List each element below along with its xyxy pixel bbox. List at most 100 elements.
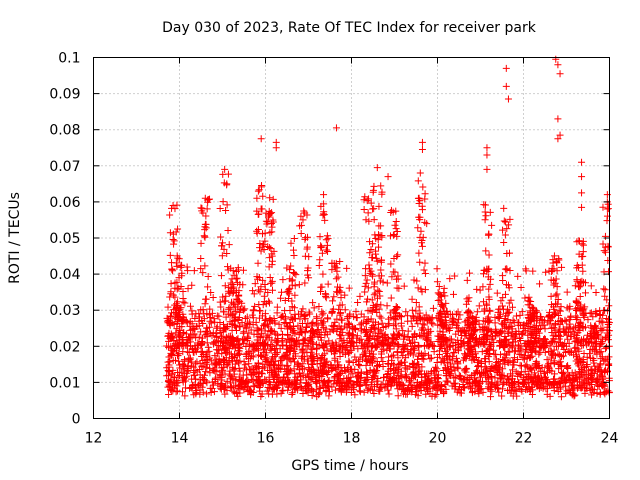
data-point <box>224 226 232 234</box>
data-point <box>573 238 581 246</box>
data-point <box>278 376 286 384</box>
data-point <box>572 335 580 343</box>
data-point <box>559 325 567 333</box>
data-point <box>426 378 434 386</box>
data-point <box>510 379 518 387</box>
data-point <box>202 351 210 359</box>
data-point <box>378 233 386 241</box>
data-point <box>175 333 183 341</box>
data-point <box>249 314 257 322</box>
data-point <box>345 321 353 329</box>
data-point <box>238 382 246 390</box>
data-point <box>394 251 402 259</box>
data-point <box>577 318 585 326</box>
data-point <box>471 388 479 396</box>
data-point <box>434 386 442 394</box>
data-point <box>374 381 382 389</box>
data-point <box>196 376 204 384</box>
data-point <box>552 291 560 299</box>
y-tick-label: 0.02 <box>49 339 80 355</box>
data-point <box>418 326 426 334</box>
data-point <box>499 277 507 285</box>
data-point <box>583 353 591 361</box>
data-point <box>414 194 422 202</box>
data-point <box>557 374 565 382</box>
data-point <box>487 393 495 401</box>
data-point <box>362 320 370 328</box>
data-point <box>370 205 378 213</box>
data-point <box>222 206 230 214</box>
data-point <box>394 392 402 400</box>
data-point <box>325 388 333 396</box>
data-point <box>455 371 463 379</box>
data-point <box>396 359 404 367</box>
data-point <box>363 318 371 326</box>
data-point <box>466 375 474 383</box>
data-point <box>311 330 319 338</box>
data-point <box>387 340 395 348</box>
axis-ticks <box>93 57 610 419</box>
data-point <box>289 389 297 397</box>
data-point <box>373 164 381 172</box>
data-point <box>459 356 467 364</box>
data-point <box>592 289 600 297</box>
data-point <box>578 342 586 350</box>
data-point <box>239 329 247 337</box>
data-point <box>586 354 594 362</box>
data-point <box>336 301 344 309</box>
data-point <box>178 317 186 325</box>
data-point <box>529 267 537 275</box>
data-point <box>223 377 231 385</box>
data-point <box>423 220 431 228</box>
data-point <box>335 370 343 378</box>
data-point <box>482 247 490 255</box>
data-point <box>317 288 325 296</box>
data-point <box>563 288 571 296</box>
data-point <box>384 370 392 378</box>
data-point <box>217 303 225 311</box>
data-point <box>378 319 386 327</box>
data-point <box>483 371 491 379</box>
data-point <box>236 323 244 331</box>
data-point <box>316 355 324 363</box>
data-point <box>513 392 521 400</box>
data-point <box>227 285 235 293</box>
data-point <box>427 377 435 385</box>
data-point <box>188 281 196 289</box>
data-point <box>365 217 373 225</box>
data-point <box>354 299 362 307</box>
data-point <box>415 249 423 257</box>
data-point <box>302 234 310 242</box>
data-point <box>467 329 475 337</box>
data-point <box>576 293 584 301</box>
data-point <box>512 347 520 355</box>
data-point <box>417 387 425 395</box>
data-point <box>313 313 321 321</box>
data-point <box>505 281 513 289</box>
data-point <box>217 358 225 366</box>
data-point <box>307 360 315 368</box>
data-point <box>338 342 346 350</box>
data-point <box>257 135 265 143</box>
x-tick-labels: 12 14 16 18 20 22 24 <box>85 431 619 447</box>
data-point <box>343 264 351 272</box>
data-point <box>541 373 549 381</box>
data-point <box>164 303 172 311</box>
data-point <box>167 352 175 360</box>
data-point <box>324 314 332 322</box>
data-point <box>308 375 316 383</box>
data-point <box>552 275 560 283</box>
data-point <box>369 350 377 358</box>
data-point <box>261 285 269 293</box>
data-point <box>373 357 381 365</box>
data-point <box>429 385 437 393</box>
data-point <box>263 220 271 228</box>
data-point <box>299 336 307 344</box>
data-point <box>385 320 393 328</box>
data-point <box>323 330 331 338</box>
data-point <box>219 198 227 206</box>
data-point <box>571 344 579 352</box>
data-point <box>410 373 418 381</box>
data-point <box>584 339 592 347</box>
data-point <box>467 347 475 355</box>
